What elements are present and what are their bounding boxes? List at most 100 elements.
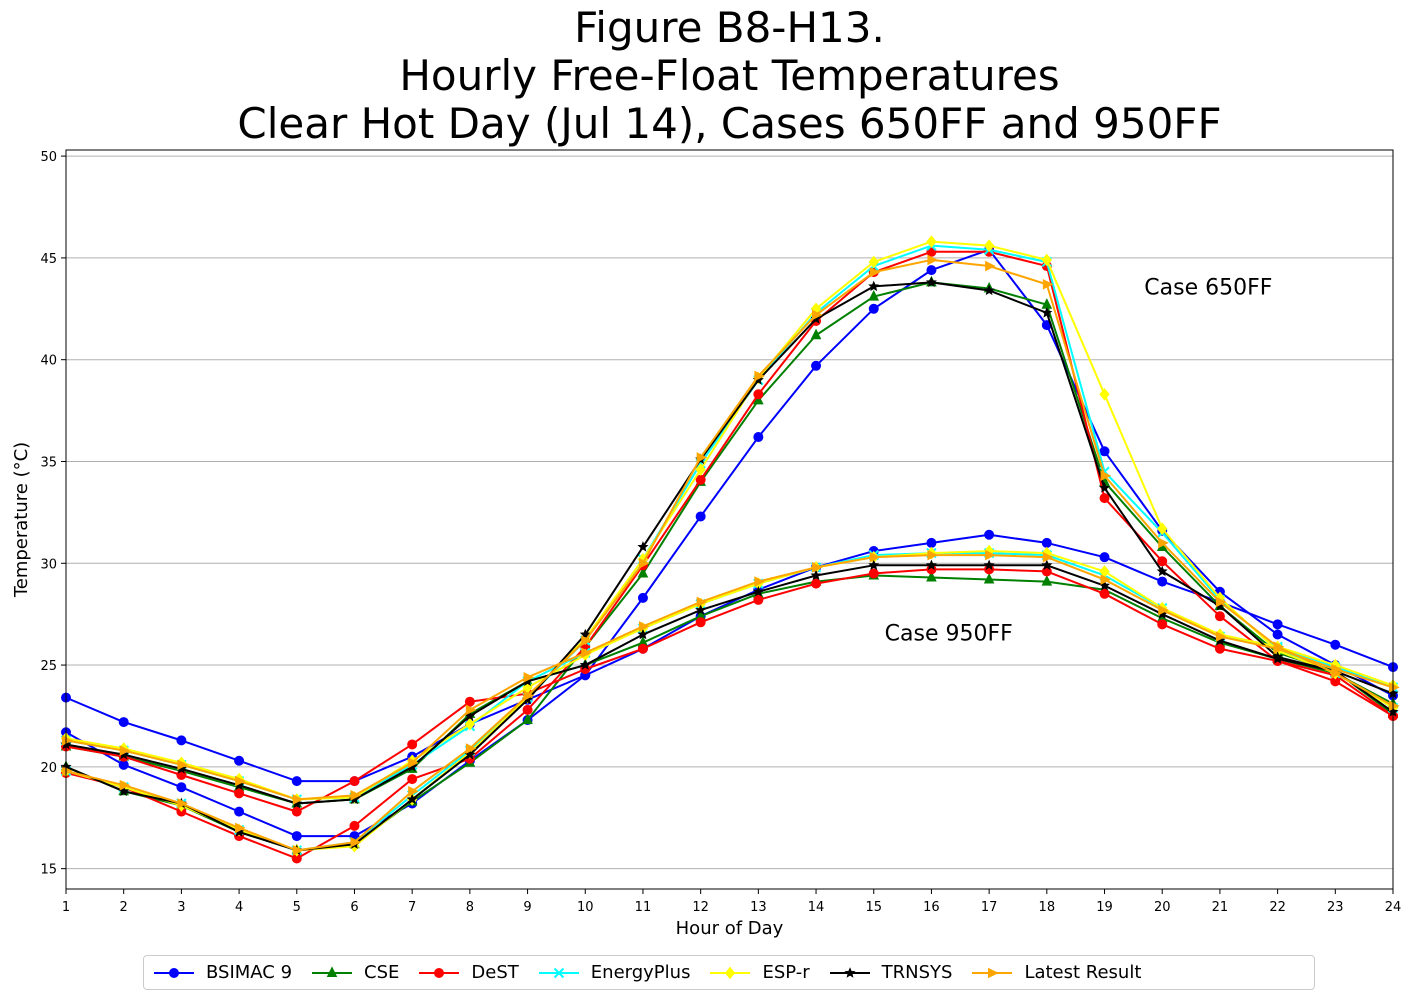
data-point: [868, 255, 879, 269]
data-point: [326, 965, 338, 977]
data-point: [350, 790, 362, 801]
x-tick-label: 8: [466, 900, 474, 915]
data-point: [1215, 596, 1227, 608]
data-point: [408, 785, 419, 797]
data-point: [581, 647, 592, 659]
chart-title: Figure B8-H13. Hourly Free-Float Tempera…: [66, 4, 1393, 148]
series-esp-r-950ff: [60, 544, 1399, 806]
series-trnsys-950ff: [60, 559, 1399, 809]
data-point: [176, 782, 187, 793]
x-tick-label: 10: [577, 900, 594, 915]
legend-swatch-cse: [312, 965, 353, 977]
series-line-dest-650ff: [65, 250, 1394, 860]
plot-frame: [65, 149, 1394, 890]
data-point: [1215, 631, 1227, 642]
data-point: [810, 328, 822, 340]
data-point: [695, 511, 706, 522]
data-point: [62, 735, 73, 746]
x-tick-label: 15: [865, 900, 882, 915]
data-point: [1041, 537, 1052, 548]
data-point: [177, 798, 189, 809]
legend-swatch-dest: [419, 967, 460, 978]
series-dest-650ff: [61, 246, 1398, 864]
chart-title-line-1: Figure B8-H13.: [574, 3, 885, 52]
y-tick-label: 35: [40, 455, 57, 470]
data-point: [235, 822, 246, 834]
legend-label-bsimac: BSIMAC 9: [206, 962, 293, 983]
series-line-bsimac-9-650ff: [65, 248, 1394, 838]
y-tick-label: 40: [40, 354, 57, 369]
legend-item-latest-result: Latest Result: [970, 962, 1141, 983]
y-tick-label: 45: [40, 252, 57, 267]
data-point: [176, 769, 187, 780]
data-point: [868, 568, 879, 579]
x-tick-label: 2: [120, 900, 128, 915]
chart-title-line-2: Hourly Free-Float Temperatures: [399, 51, 1060, 100]
data-point: [234, 788, 245, 799]
data-point: [696, 452, 708, 463]
data-point: [119, 745, 131, 756]
data-point: [1331, 663, 1342, 675]
x-tick-label: 18: [1039, 900, 1056, 915]
legend-label-dest: DeST: [471, 962, 519, 983]
data-point: [868, 280, 880, 292]
legend-label-energyplus: EnergyPlus: [590, 962, 691, 983]
data-point: [169, 967, 179, 978]
series-cse-950ff: [60, 568, 1399, 808]
data-point: [119, 779, 131, 791]
data-point: [637, 566, 649, 578]
data-point: [118, 717, 129, 728]
data-point: [407, 774, 418, 785]
data-point: [581, 635, 592, 646]
x-tick-label: 3: [177, 900, 185, 915]
series-line-energyplus-650ff: [65, 244, 1394, 852]
data-point: [1157, 556, 1168, 567]
data-point: [638, 557, 650, 569]
data-point: [696, 596, 708, 608]
x-tick-label: 21: [1212, 900, 1229, 915]
data-point: [292, 845, 304, 856]
data-point: [234, 806, 245, 817]
series-latest-result-650ff: [62, 254, 1400, 856]
series-esp-r-650ff: [60, 235, 1399, 857]
y-tick-label: 50: [40, 150, 57, 165]
x-tick-label: 24: [1385, 900, 1402, 915]
data-point: [1041, 253, 1052, 267]
data-point: [1157, 619, 1168, 630]
data-point: [1158, 537, 1169, 549]
data-point: [754, 576, 765, 587]
legend-item-esp-r: ESP-r: [708, 962, 810, 983]
legend-label-trnsys: TRNSYS: [881, 962, 953, 983]
data-point: [983, 559, 995, 571]
data-point: [291, 831, 302, 842]
series-line-bsimac-9-950ff: [65, 533, 1394, 783]
x-tick-label: 1: [62, 900, 70, 915]
data-point: [984, 529, 995, 540]
data-point: [579, 659, 591, 670]
data-point: [235, 775, 246, 787]
data-point: [1156, 565, 1168, 577]
data-point: [1042, 551, 1054, 563]
x-tick-label: 5: [293, 900, 301, 915]
x-tick-label: 23: [1327, 900, 1344, 915]
data-point: [522, 713, 533, 725]
data-point: [1157, 522, 1168, 535]
grid-lines: [66, 155, 1393, 870]
data-point: [176, 735, 187, 746]
series-line-esp-r-950ff: [65, 550, 1394, 801]
legend-item-trnsys: TRNSYS: [828, 962, 953, 983]
x-tick-label: 7: [408, 900, 416, 915]
data-point: [925, 276, 937, 288]
data-point: [810, 569, 822, 581]
x-tick-label: 19: [1096, 900, 1113, 915]
data-point: [812, 309, 823, 321]
x-tick-label: 9: [523, 900, 531, 915]
data-point: [1214, 611, 1225, 622]
data-point: [408, 757, 419, 769]
legend-label-esp-r: ESP-r: [762, 962, 810, 983]
y-tick-label: 25: [40, 659, 57, 674]
data-point: [434, 967, 445, 978]
data-point: [1330, 639, 1341, 650]
data-point: [869, 266, 881, 278]
data-point: [350, 836, 362, 848]
